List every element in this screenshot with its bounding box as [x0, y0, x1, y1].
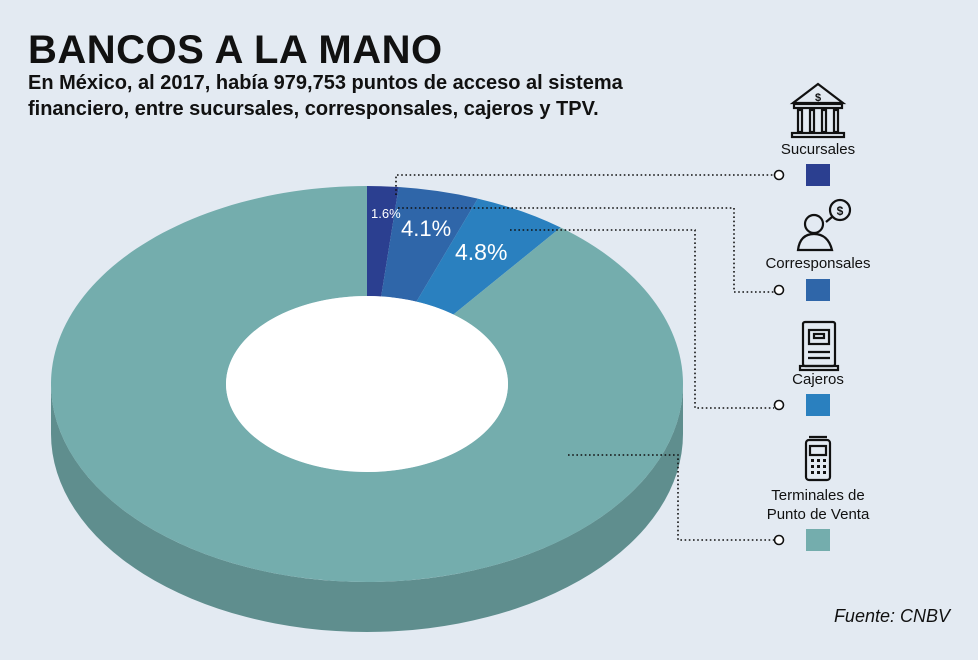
donut-slice-3 [416, 198, 561, 315]
legend-label-3: Cajeros [792, 371, 844, 388]
leader-line-2 [398, 207, 774, 293]
data-label-2: 4.1% [401, 216, 451, 241]
legend-swatch-2 [806, 279, 830, 301]
atm-icon [798, 320, 840, 372]
svg-text:$: $ [815, 92, 821, 104]
leader-lines [395, 174, 774, 541]
pos-terminal-icon [804, 435, 832, 482]
legend-dot-1 [773, 169, 785, 181]
source-note: Fuente: CNBV [833, 606, 950, 626]
leader-line-4 [568, 454, 774, 541]
legend-label-2: Corresponsales [765, 255, 870, 272]
donut-slice-1 [367, 186, 399, 297]
leader-line-3 [510, 229, 774, 409]
donut-side-4 [51, 384, 683, 632]
legend-label-4: Terminales de [771, 487, 864, 504]
legend-dot-2 [773, 284, 785, 296]
svg-text:$: $ [837, 204, 844, 218]
data-label-3: 4.8% [455, 239, 507, 265]
donut-slice-2 [381, 186, 478, 302]
leader-line-1 [395, 174, 774, 195]
data-labels: 1.6%4.1%4.8% [371, 206, 507, 265]
legend-dot-3 [773, 399, 785, 411]
data-label-1: 1.6% [371, 206, 401, 221]
donut-3d-layer [51, 384, 683, 632]
bank-icon: $ [789, 82, 847, 139]
legend-swatch-4 [806, 529, 830, 551]
legend-label-4: Punto de Venta [767, 506, 870, 523]
legend-swatch-3 [806, 394, 830, 416]
chart-subtitle: En México, al 2017, había 979,753 puntos… [28, 72, 623, 120]
person-dollar-icon: $ [796, 198, 852, 252]
donut-top-layer [51, 185, 684, 582]
donut-slice-4 [51, 185, 684, 582]
legend-dot-4 [773, 534, 785, 546]
legend-swatch-1 [806, 164, 830, 186]
chart-title: BANCOS A LA MANO [28, 28, 443, 72]
legend: Sucursales Corresponsales Cajeros Terminale… [765, 82, 871, 551]
donut-hole [226, 296, 508, 472]
legend-label-1: Sucursales [781, 141, 855, 158]
